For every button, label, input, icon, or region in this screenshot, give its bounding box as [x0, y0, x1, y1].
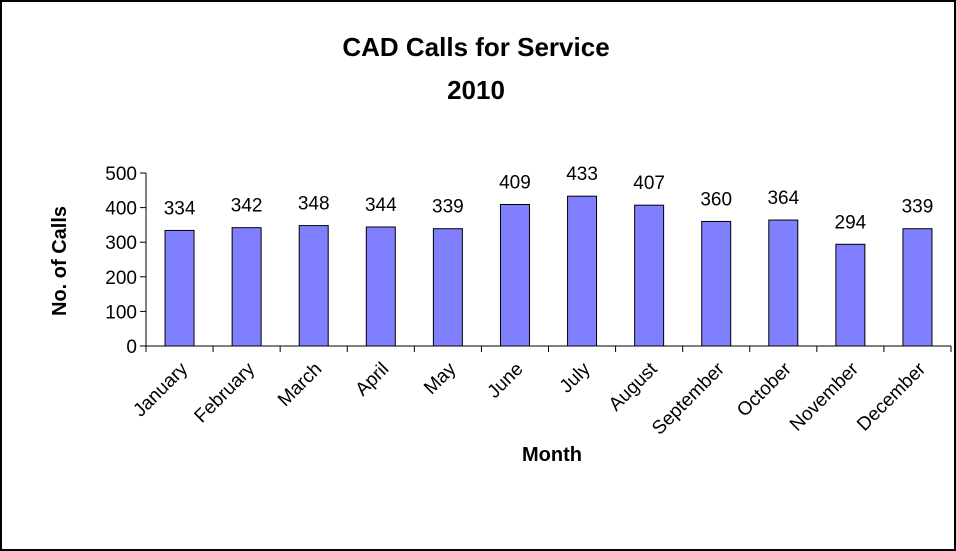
data-label-october: 364 [767, 188, 799, 209]
x-axis-title: Month [522, 444, 582, 466]
category-label-september: September [648, 358, 729, 439]
bar-july [567, 195, 598, 347]
bar-september [701, 220, 732, 347]
category-label-june: June [484, 359, 528, 403]
data-label-march: 348 [298, 194, 330, 215]
bar-february [231, 227, 262, 347]
bar-april [365, 226, 396, 347]
data-label-february: 342 [231, 196, 263, 217]
data-label-august: 407 [633, 173, 665, 194]
category-label-november: November [786, 358, 863, 435]
category-label-may: May [420, 358, 461, 399]
category-label-july: July [556, 358, 595, 397]
bar-january [164, 229, 195, 347]
data-label-november: 294 [835, 212, 867, 233]
data-label-december: 339 [902, 197, 934, 218]
data-label-july: 433 [566, 164, 598, 185]
bar-june [499, 203, 530, 347]
plot-area: 0 100 200 300 400 500 334 January 342 February 348… [105, 164, 952, 439]
category-label-march: March [274, 359, 326, 411]
y-tick-label: 200 [105, 268, 137, 289]
y-tick-label: 300 [105, 233, 137, 254]
bar-december [902, 228, 933, 347]
category-label-february: February [191, 358, 260, 427]
category-label-december: December [853, 358, 930, 435]
category-label-october: October [733, 358, 796, 421]
data-label-april: 344 [365, 195, 397, 216]
bar-march [298, 225, 329, 347]
y-axis-title: No. of Calls [49, 206, 71, 316]
y-tick-label: 100 [105, 302, 137, 323]
y-tick-label: 400 [105, 199, 137, 220]
category-label-august: August [605, 358, 662, 415]
bar-august [634, 204, 665, 347]
data-label-january: 334 [164, 198, 196, 219]
data-label-september: 360 [700, 189, 732, 210]
y-tick-label: 0 [126, 337, 137, 358]
chart-title: CAD Calls for Service [342, 32, 609, 62]
category-label-april: April [352, 359, 394, 401]
data-label-june: 409 [499, 172, 531, 193]
chart-subtitle: 2010 [447, 75, 505, 105]
bar-november [835, 243, 866, 347]
y-tick-label: 500 [105, 164, 137, 185]
data-label-may: 339 [432, 197, 464, 218]
bar-october [768, 219, 799, 347]
category-label-january: January [129, 358, 192, 421]
bar-may [432, 228, 463, 347]
